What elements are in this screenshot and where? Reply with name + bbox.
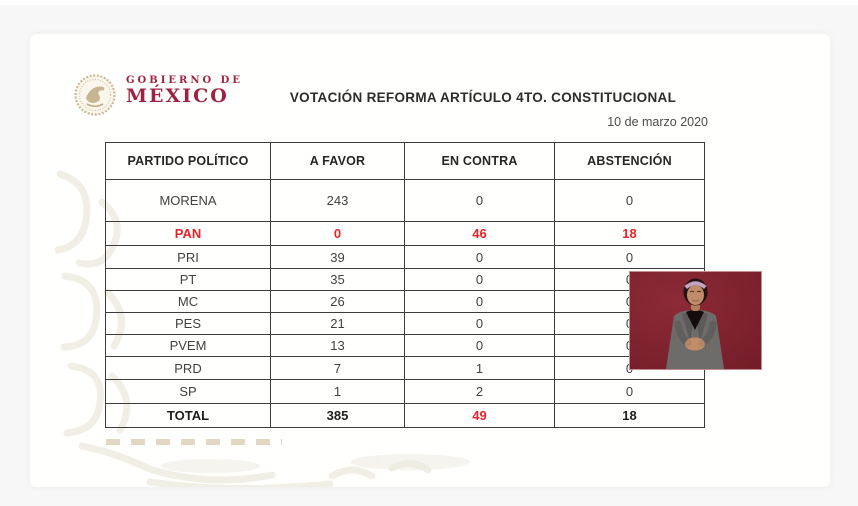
col-header-abstencion: ABSTENCIÓN [554,142,705,180]
cell-favor: 0 [270,221,405,246]
table-row-sp: SP 1 2 0 [105,379,705,404]
cell-contra: 2 [404,379,555,404]
cell-total-favor: 385 [270,403,405,428]
cell-party: MORENA [105,179,271,222]
cell-total-abstencion: 18 [554,403,705,428]
table-row-pan-highlighted: PAN 0 46 18 [105,221,705,246]
cell-favor: 1 [270,379,405,404]
cell-contra: 0 [404,334,555,357]
cell-favor: 21 [270,312,405,335]
col-header-favor: A FAVOR [270,142,405,180]
cell-favor: 35 [270,268,405,291]
votes-table: PARTIDO POLÍTICO A FAVOR EN CONTRA ABSTE… [105,142,705,428]
cell-favor: 7 [270,356,405,380]
cell-party: PVEM [105,334,271,357]
cell-party: PES [105,312,271,335]
cell-contra: 46 [404,221,555,246]
table-header-row: PARTIDO POLÍTICO A FAVOR EN CONTRA ABSTE… [105,142,705,180]
logo-line-mexico: MÉXICO [126,85,229,107]
cell-contra: 0 [404,312,555,335]
slide-title: VOTACIÓN REFORMA ARTÍCULO 4TO. CONSTITUC… [289,90,677,105]
mexico-eagle-seal-icon [74,74,116,116]
cell-abstencion: 0 [554,379,705,404]
table-row-prd: PRD 7 1 0 [105,356,705,380]
cell-favor: 243 [270,179,405,222]
table-row-mc: MC 26 0 0 [105,290,705,313]
presentation-slide: GOBIERNO DE MÉXICO VOTACIÓN REFORMA ARTÍ… [30,34,830,487]
cell-abstencion: 18 [554,221,705,246]
cell-favor: 39 [270,245,405,269]
cell-contra: 0 [404,290,555,313]
cell-party: PRI [105,245,271,269]
votes-table-container: PARTIDO POLÍTICO A FAVOR EN CONTRA ABSTE… [105,142,705,428]
cell-contra: 0 [404,245,555,269]
cell-contra: 1 [404,356,555,380]
cell-favor: 13 [270,334,405,357]
cell-contra: 0 [404,179,555,222]
cell-total-contra: 49 [404,403,555,428]
table-row-pes: PES 21 0 0 [105,312,705,335]
cell-party: SP [105,379,271,404]
cell-abstencion: 0 [554,179,705,222]
cell-party: PRD [105,356,271,380]
cell-party: PT [105,268,271,291]
table-row-pt: PT 35 0 0 [105,268,705,291]
logo-text: GOBIERNO DE MÉXICO [126,75,243,107]
cell-party: PAN [105,221,271,246]
table-row-pvem: PVEM 13 0 0 [105,334,705,357]
sign-language-interpreter-icon [630,272,761,369]
col-header-contra: EN CONTRA [404,142,555,180]
table-row-total: TOTAL 385 49 18 [105,403,705,428]
col-header-partido: PARTIDO POLÍTICO [105,142,271,180]
cell-abstencion: 0 [554,245,705,269]
slide-date: 10 de marzo 2020 [607,115,708,129]
cell-total-label: TOTAL [105,403,271,428]
table-row-pri: PRI 39 0 0 [105,245,705,269]
cell-contra: 0 [404,268,555,291]
cell-favor: 26 [270,290,405,313]
logo-line-gobierno: GOBIERNO DE [126,75,243,86]
table-row-morena: MORENA 243 0 0 [105,179,705,222]
sign-language-interpreter-video [629,271,762,370]
cell-party: MC [105,290,271,313]
